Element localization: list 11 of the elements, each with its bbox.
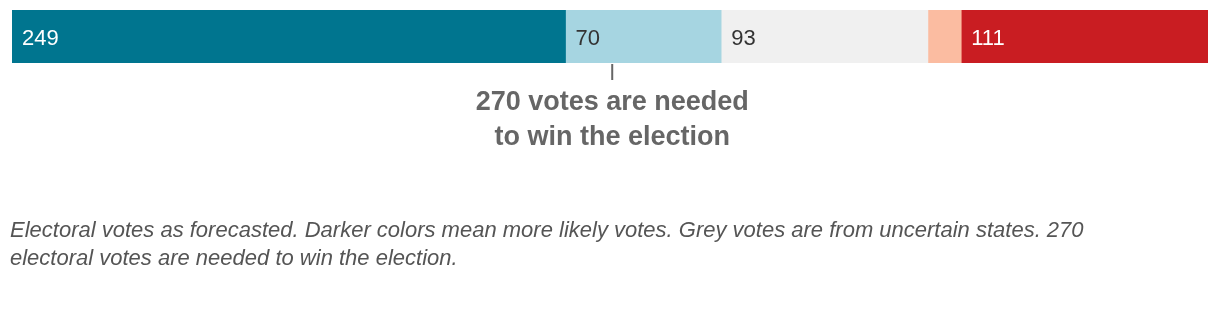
ref-line-label: 270 votes are needed to win the election: [475, 86, 749, 152]
bar: [720, 10, 929, 63]
bar: [927, 10, 962, 63]
text: Electoral votes as forecasted. Darker colors mean more likely votes. Grey votes are from uncertain states. 270 electoral votes are needed to win the election.: [10, 216, 1085, 272]
data-label: 111: [971, 24, 1005, 50]
data-label: 93: [731, 24, 756, 50]
data-label: 249: [22, 24, 59, 50]
bar: [960, 10, 1208, 63]
bar: [565, 10, 722, 63]
bar: [12, 10, 566, 63]
data-label: 70: [575, 24, 601, 50]
